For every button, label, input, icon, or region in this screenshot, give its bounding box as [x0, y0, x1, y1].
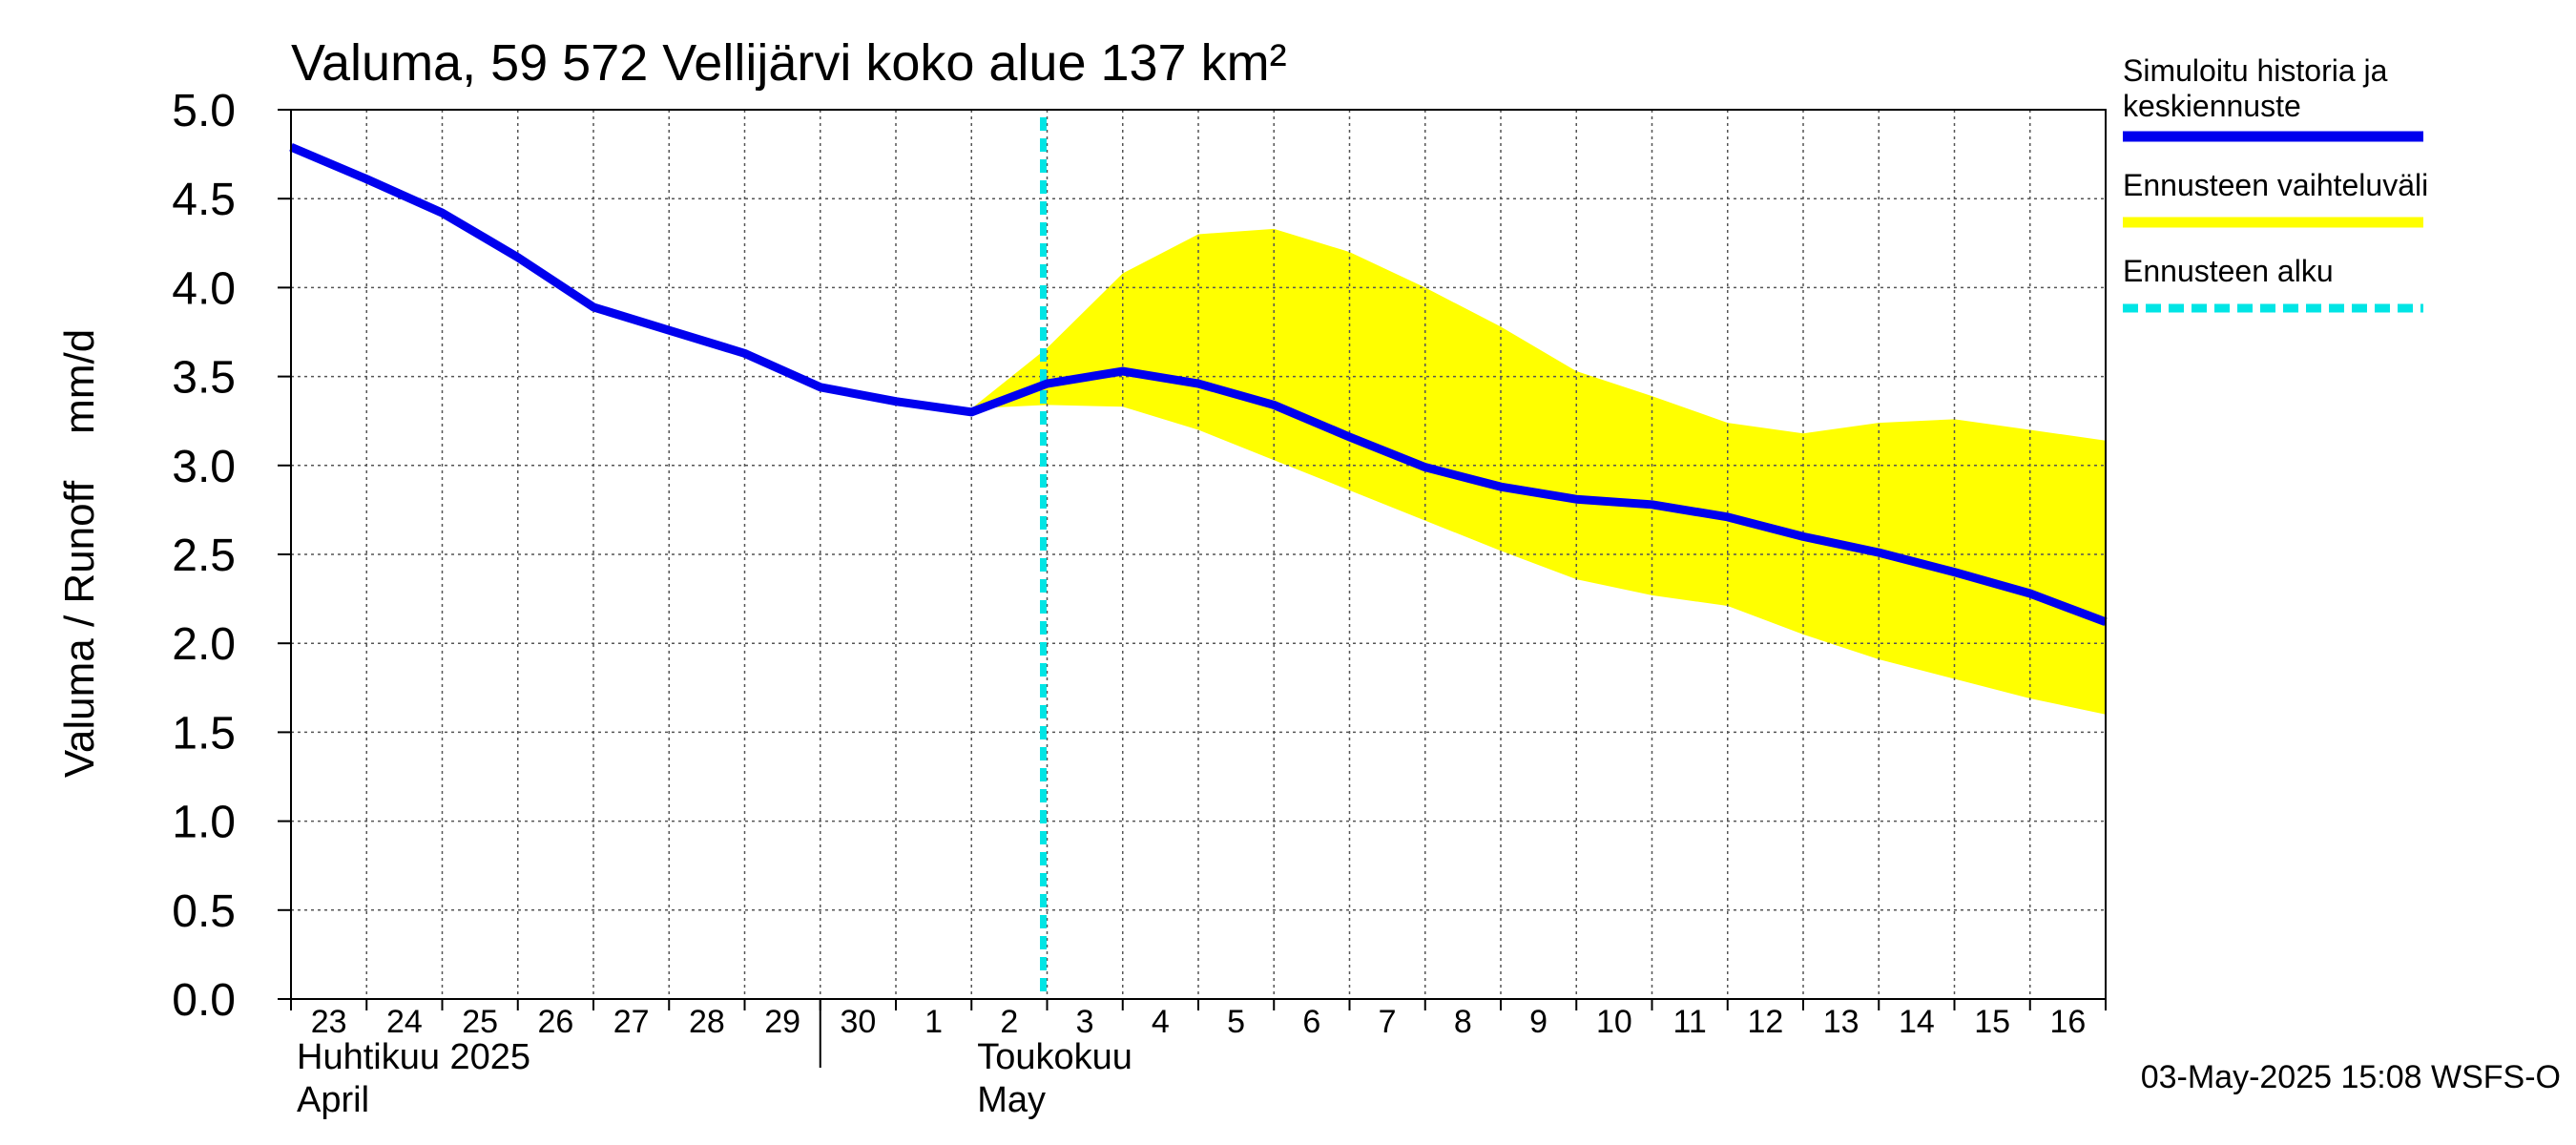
x-tick-label: 7: [1379, 1004, 1397, 1040]
x-tick-label: 5: [1227, 1004, 1245, 1040]
month-label: Huhtikuu 2025: [297, 1037, 530, 1077]
x-tick-label: 24: [386, 1004, 423, 1040]
y-tick-label: 0.0: [172, 975, 236, 1026]
month-label-en: April: [297, 1080, 369, 1120]
x-tick-label: 1: [924, 1004, 943, 1040]
forecast-range-band: [971, 228, 2106, 715]
y-tick-label: 4.0: [172, 263, 236, 314]
x-tick-label: 12: [1747, 1004, 1783, 1040]
legend-label: Ennusteen alku: [2123, 254, 2334, 288]
x-tick-label: 11: [1672, 1004, 1706, 1040]
x-tick-label: 4: [1152, 1004, 1170, 1040]
legend-label: Simuloitu historia ja: [2123, 53, 2388, 88]
y-tick-label: 5.0: [172, 86, 236, 136]
month-label-en: May: [977, 1080, 1046, 1120]
y-tick-label: 3.0: [172, 442, 236, 492]
y-axis-ticks: 0.0 0.5 1.0 1.5 2.0 2.5 3.0 3.5 4.0 4.5 5.0: [172, 86, 291, 1026]
x-tick-label: 16: [2049, 1004, 2086, 1040]
x-tick-label: 30: [840, 1004, 876, 1040]
x-tick-label: 3: [1076, 1004, 1094, 1040]
y-tick-label: 3.5: [172, 353, 236, 404]
x-tick-label: 25: [462, 1004, 498, 1040]
y-tick-label: 1.5: [172, 708, 236, 759]
legend-label: Ennusteen vaihteluväli: [2123, 168, 2428, 202]
y-tick-label: 0.5: [172, 886, 236, 937]
x-tick-label: 9: [1529, 1004, 1548, 1040]
x-axis-ticks: 23 24 25 26 27 28 29 30 1 2 3 4 5 6 7 8 9 10 11 12 13 14 15 16: [290, 999, 2107, 1040]
x-tick-label: 13: [1823, 1004, 1859, 1040]
y-tick-label: 2.0: [172, 619, 236, 670]
y-tick-label: 2.5: [172, 531, 236, 581]
x-tick-label: 28: [689, 1004, 725, 1040]
x-tick-label: 8: [1454, 1004, 1472, 1040]
x-tick-label: 23: [311, 1004, 347, 1040]
series-line-simulated: [289, 143, 2108, 627]
x-tick-label: 10: [1596, 1004, 1632, 1040]
x-tick-label: 2: [1000, 1004, 1018, 1040]
y-axis-label: Valuma / Runoff mm/d: [56, 329, 103, 778]
footer-timestamp: 03-May-2025 15:08 WSFS-O: [2141, 1059, 2561, 1095]
legend-label: keskiennuste: [2123, 89, 2301, 123]
y-tick-label: 1.0: [172, 798, 236, 848]
month-label: Toukokuu: [977, 1037, 1132, 1077]
grid: [291, 110, 2106, 999]
x-tick-label: 15: [1974, 1004, 2010, 1040]
x-tick-label: 29: [764, 1004, 800, 1040]
forecast-band-layer: [971, 228, 2106, 715]
plot-area: [289, 109, 2108, 1000]
x-tick-label: 6: [1302, 1004, 1320, 1040]
chart-title: Valuma, 59 572 Vellijärvi koko alue 137 …: [291, 34, 1287, 92]
series-line-layer: [289, 143, 2108, 627]
y-tick-label: 4.5: [172, 175, 236, 225]
x-tick-label: 14: [1899, 1004, 1935, 1040]
x-tick-label: 27: [613, 1004, 650, 1040]
x-tick-label: 26: [537, 1004, 573, 1040]
